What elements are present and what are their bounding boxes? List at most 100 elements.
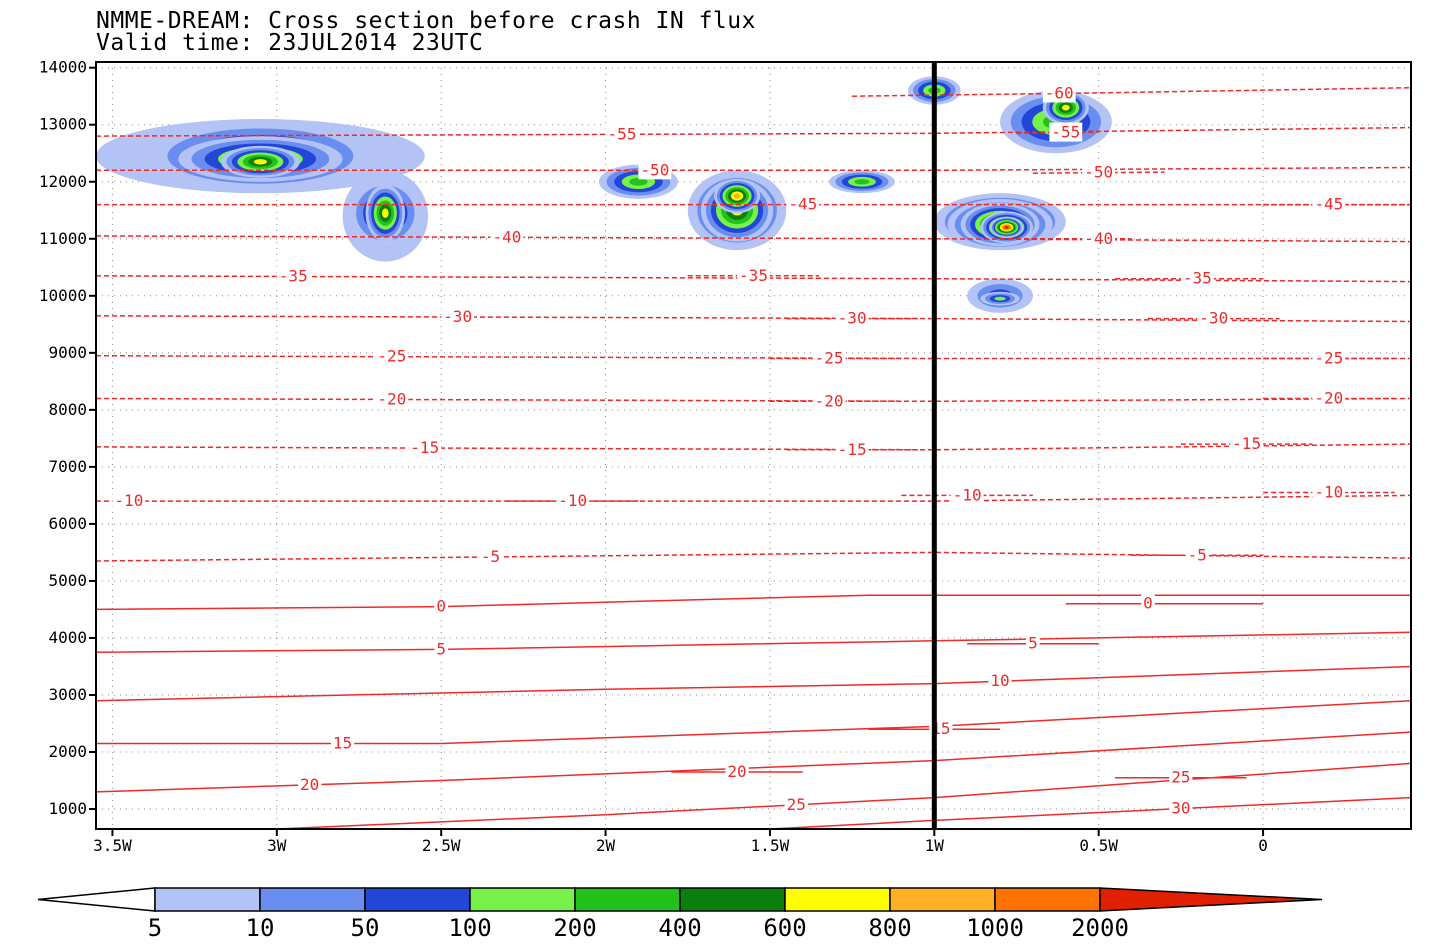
contour-label: -35 — [279, 267, 308, 286]
contour-label: 15 — [333, 733, 352, 752]
y-tick-label: 14000 — [39, 58, 87, 77]
colorbar-swatch — [154, 887, 261, 912]
contour-label: -20 — [377, 389, 406, 408]
temperature-contour — [96, 126, 1411, 137]
contour-label-background — [112, 491, 146, 511]
contour-label-background — [330, 733, 355, 753]
colorbar-swatch — [259, 887, 366, 912]
contour-label: -10 — [953, 485, 982, 504]
contour-label-background — [725, 761, 749, 781]
contour-label-background — [434, 639, 449, 659]
contour-label-background — [298, 774, 322, 794]
contour-label-background — [1082, 162, 1116, 182]
contour-label: -5 — [1188, 545, 1207, 564]
contour-label: -10 — [1314, 483, 1343, 502]
y-tick-label: 2000 — [48, 742, 87, 761]
temperature-contour — [96, 235, 1411, 243]
temperature-contour — [96, 166, 1411, 172]
contour-label-background — [478, 546, 503, 566]
flux-cell-level-2000 — [1004, 226, 1009, 229]
colorbar-label: 600 — [763, 914, 806, 942]
contour-label-background — [786, 194, 820, 214]
contour-label-background — [1312, 348, 1346, 368]
contour-label: -45 — [1314, 195, 1343, 214]
contour-label-background — [1169, 767, 1193, 787]
y-tick-label: 12000 — [39, 172, 87, 191]
contour-label: 30 — [1171, 799, 1190, 818]
colorbar-swatch — [679, 887, 786, 912]
contour-label: -20 — [815, 391, 844, 410]
colorbar-swatch — [784, 887, 891, 912]
contour-label: -25 — [1314, 349, 1343, 368]
contour-label: -50 — [640, 160, 669, 179]
y-tick-label: 8000 — [48, 400, 87, 419]
colorbar-label: 2000 — [1071, 914, 1129, 942]
temperature-contour — [852, 86, 1411, 97]
colorbar-label: 800 — [868, 914, 911, 942]
contour-label: 20 — [727, 762, 746, 781]
contour-label: -5 — [481, 547, 500, 566]
contour-label: -30 — [443, 307, 472, 326]
temperature-contour — [96, 631, 1411, 653]
contour-label-background — [1026, 633, 1040, 653]
contour-label-background — [1042, 83, 1076, 103]
flux-cell-level-600 — [253, 159, 267, 165]
contour-label-background — [1312, 482, 1346, 502]
colorbar-label: 400 — [658, 914, 701, 942]
contour-label: -15 — [410, 438, 439, 457]
contour-label: -50 — [1084, 163, 1113, 182]
contour-label: -15 — [1232, 434, 1261, 453]
contour-label: 25 — [787, 795, 806, 814]
colorbar-above-arrow — [1099, 887, 1323, 912]
contour-label-background — [835, 308, 869, 328]
temperature-contour — [96, 551, 1411, 562]
colorbar-label: 200 — [553, 914, 596, 942]
contour-label-background — [276, 266, 310, 286]
contour-label: -55 — [608, 124, 637, 143]
contour-label: 20 — [300, 775, 319, 794]
contour-label-background — [1185, 545, 1209, 565]
contour-label: -45 — [788, 195, 817, 214]
chart-subtitle: Valid time: 23JUL2014 23UTC — [96, 30, 484, 56]
y-tick-label: 9000 — [48, 343, 87, 362]
contour-label: 5 — [1028, 634, 1038, 653]
contour-label-background — [434, 596, 449, 616]
contour-label-background — [950, 485, 984, 505]
contour-label: -40 — [1084, 229, 1113, 248]
contour-label: -20 — [1314, 388, 1343, 407]
y-tick-label: 10000 — [39, 286, 87, 305]
y-tick-label: 6000 — [48, 514, 87, 533]
contour-label-background — [1180, 268, 1214, 288]
contour-label-background — [1082, 228, 1116, 248]
x-tick-label: 3.5W — [93, 836, 132, 855]
x-tick-label: 3W — [267, 836, 287, 855]
x-tick-label: 1.5W — [751, 836, 790, 855]
contour-label-background — [737, 265, 770, 285]
x-tick-label: 1W — [925, 836, 945, 855]
y-tick-label: 1000 — [48, 799, 87, 818]
contour-label-background — [812, 391, 846, 411]
colorbar-swatch — [574, 887, 681, 912]
plot-frame — [95, 61, 1412, 830]
contour-label-background — [1049, 122, 1083, 142]
contour-label: -10 — [114, 491, 143, 510]
colorbar-swatch — [889, 887, 996, 912]
contour-label: -25 — [815, 349, 844, 368]
chart-title: NMME-DREAM: Cross section before crash I… — [96, 8, 756, 34]
colorbar-label: 50 — [351, 914, 380, 942]
contour-label: -30 — [838, 309, 867, 328]
flux-cell-level-200 — [854, 179, 870, 185]
colorbar: 5 10 50 100 200 400 600 800 1000 2000 — [37, 887, 1323, 942]
colorbar-swatch — [469, 887, 576, 912]
temperature-contours: -60-55 -55-50 -50-45 -45-40 -40-35 -35 -35-30-… — [96, 83, 1411, 829]
contour-label: -55 — [1051, 123, 1080, 142]
flux-cell-level-800 — [733, 193, 741, 199]
colorbar-label: 5 — [148, 914, 162, 942]
colorbar-label: 10 — [246, 914, 275, 942]
colorbar-swatch — [994, 887, 1101, 912]
y-tick-label: 3000 — [48, 685, 87, 704]
contour-label-background — [375, 389, 409, 409]
contour-label-background — [812, 348, 846, 368]
temperature-contour — [96, 354, 1411, 360]
